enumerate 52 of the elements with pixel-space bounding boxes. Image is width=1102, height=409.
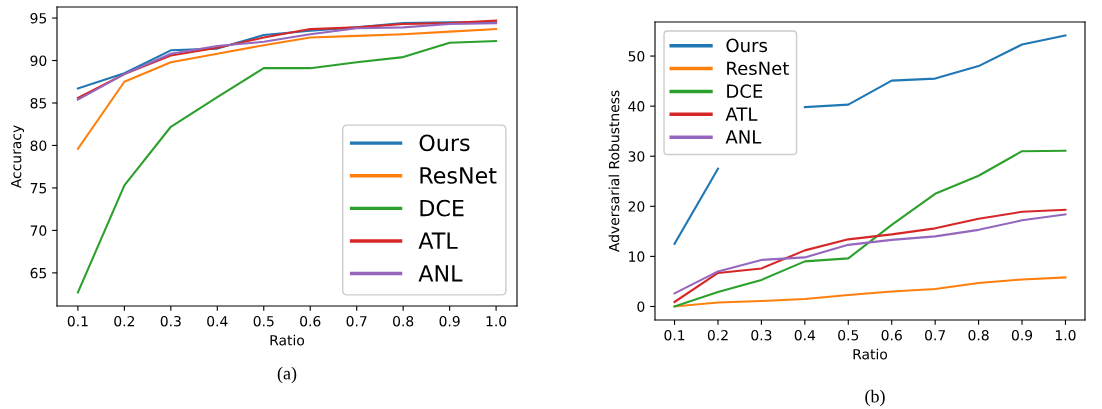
line-series — [76, 28, 498, 150]
y-axis-title: Accuracy — [11, 125, 25, 189]
legend-label: Ours — [419, 134, 470, 152]
y-tick-label: 30 — [628, 151, 645, 162]
x-tick-label: 0.7 — [925, 329, 946, 341]
y-tick-label: 40 — [628, 101, 645, 112]
x-tick-label: 0.1 — [67, 315, 88, 327]
y-axis-title: Adversarial Robustness — [608, 90, 620, 253]
y-tick-label: 20 — [628, 201, 645, 212]
legend-label: ATL — [418, 232, 458, 249]
legend-label: ANL — [418, 265, 463, 282]
x-tick-label: 0.3 — [160, 315, 181, 327]
legend-label: ATL — [725, 107, 758, 121]
x-tick-label: 0.6 — [881, 329, 902, 341]
y-tick-label: 90 — [30, 55, 47, 66]
y-tick-label: 95 — [30, 13, 47, 24]
x-tick-label: 0.2 — [707, 329, 728, 341]
x-tick-label: 0.5 — [838, 329, 859, 341]
x-tick-label: 0.4 — [207, 315, 228, 327]
legend-label: Ours — [726, 38, 768, 53]
x-tick-label: 0.5 — [253, 315, 274, 327]
x-axis-title: Ratio — [270, 334, 305, 346]
x-tick-label: 0.6 — [300, 315, 321, 327]
legend-label: DCE — [420, 199, 464, 217]
y-tick-label: 50 — [628, 51, 645, 62]
x-tick-label: 1.0 — [1055, 329, 1076, 341]
y-tick-label: 70 — [30, 225, 47, 236]
y-tick-label: 75 — [30, 183, 47, 194]
legend-label: DCE — [727, 84, 763, 99]
x-tick-label: 0.3 — [751, 329, 772, 341]
x-tick-label: 0.9 — [439, 315, 460, 327]
x-tick-label: 1.0 — [486, 315, 507, 327]
text: (a) — [277, 366, 297, 384]
x-tick-label: 0.8 — [968, 329, 989, 341]
x-tick-label: 0.9 — [1011, 329, 1033, 341]
y-tick-label: 10 — [629, 251, 645, 262]
x-axis-title: Ratio — [853, 348, 888, 360]
y-tick-label: 65 — [30, 267, 47, 279]
x-tick-label: 0.1 — [664, 329, 685, 341]
y-tick-label: 0 — [637, 301, 645, 312]
line-series — [673, 149, 1067, 308]
x-tick-label: 0.8 — [393, 315, 414, 327]
x-tick-label: 0.2 — [114, 315, 135, 327]
legend-label: ResNet — [727, 61, 789, 76]
x-tick-label: 0.4 — [794, 329, 816, 341]
legend-label: ANL — [725, 130, 762, 144]
y-tick-label: 85 — [30, 97, 47, 109]
text: (b) — [865, 389, 885, 407]
line-series — [76, 39, 498, 294]
legend-label: ResNet — [420, 167, 497, 184]
x-tick-label: 0.7 — [346, 315, 367, 327]
y-tick-label: 80 — [30, 140, 47, 151]
